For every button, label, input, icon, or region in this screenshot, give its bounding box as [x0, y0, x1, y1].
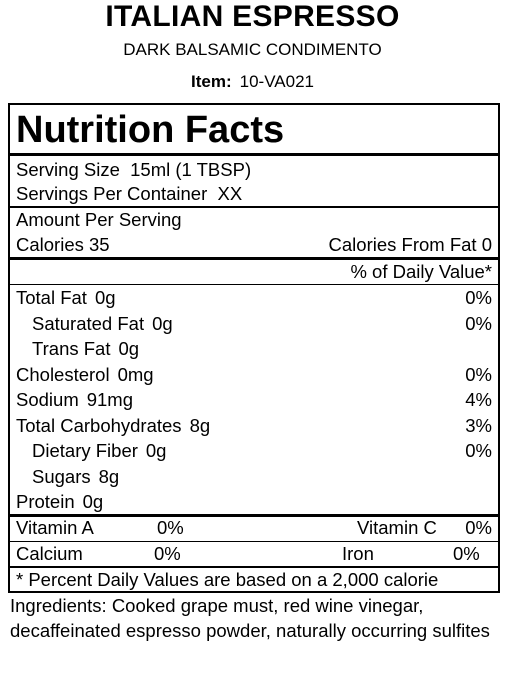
footnote: * Percent Daily Values are based on a 2,… [16, 569, 439, 590]
nutrient-dv: 4% [465, 389, 492, 410]
vitamin-dv: 0% [453, 543, 480, 564]
servings: Servings Per Container XX [16, 183, 243, 204]
nutrient-dv: 0% [465, 312, 492, 334]
vitamin-name: Vitamin C [357, 517, 437, 538]
nutrient-amount: 0g [94, 287, 116, 308]
serving-size: Serving Size 15ml (1 TBSP) [16, 159, 252, 180]
vitamin-dv: 0% [465, 517, 492, 538]
rule [10, 514, 498, 517]
item-line: Item: 10-VA021 [0, 72, 505, 92]
nutrient-amount: 0g [152, 312, 173, 334]
nutrient-name: Cholesterol [16, 363, 110, 385]
nutrient-name: Total Fat [16, 287, 87, 308]
amount-per-serving: Amount Per Serving [16, 209, 182, 230]
dv-header-row: % of Daily Value* [16, 260, 492, 284]
vitamin-row: Vitamin A 0% Vitamin C 0% [16, 516, 492, 540]
vitamin-dv: 0% [157, 517, 184, 538]
nutrient-name: Sugars [32, 465, 91, 487]
nutrient-row: Protein 0g [16, 490, 492, 514]
rule [10, 541, 498, 542]
nutrient-amount: 0g [82, 491, 104, 512]
dv-header: % of Daily Value* [350, 261, 492, 282]
nutrient-amount: 8g [98, 465, 120, 487]
nutrient-dv: 0% [465, 440, 492, 461]
nutrient-amount: 0g [145, 440, 167, 461]
vitamin-dv: 0% [154, 543, 181, 564]
calories-fat: Calories From Fat 0 [328, 234, 492, 255]
nutrient-row: Saturated Fat 0g 0% [16, 312, 492, 336]
rule [10, 206, 498, 208]
nutrient-dv: 0% [465, 287, 492, 308]
ingredients: Ingredients: Cooked grape must, red wine… [10, 595, 490, 641]
product-title: ITALIAN ESPRESSO [105, 0, 400, 33]
rule [10, 257, 498, 260]
calories-row: Calories 35 Calories From Fat 0 [16, 233, 492, 257]
nutrient-row: Total Carbohydrates 8g 3% [16, 414, 492, 438]
rule [10, 284, 498, 285]
nutrient-row: Sodium 91mg 4% [16, 388, 492, 412]
nutrient-name: Saturated Fat [32, 312, 145, 334]
nutrient-name: Protein [16, 491, 75, 512]
vitamin-name: Iron [342, 543, 374, 564]
product-subtitle: DARK BALSAMIC CONDIMENTO [123, 40, 382, 59]
nutrient-amount: 0g [118, 338, 140, 359]
nutrition-label: Nutrition Facts Serving Size 15ml (1 TBS… [8, 103, 500, 593]
nutrient-row: Dietary Fiber 0g 0% [16, 439, 492, 463]
rule [10, 566, 498, 568]
nutrient-row: Total Fat 0g 0% [16, 286, 492, 310]
page: {"header": {"title": "ITALIAN ESPRESSO",… [0, 0, 505, 641]
nutrient-amount: 0mg [117, 363, 154, 385]
nutrient-row: Trans Fat 0g [16, 337, 492, 361]
item-label: Item: [191, 72, 232, 91]
vitamin-name: Vitamin A [16, 517, 94, 538]
calories: Calories 35 [16, 234, 110, 255]
nutrient-row: Sugars 8g [16, 465, 492, 489]
nutrient-amount: 91mg [86, 389, 134, 410]
nutrient-row: Cholesterol 0mg 0% [16, 363, 492, 387]
rule [10, 153, 498, 156]
nutrient-name: Total Carbohydrates [16, 414, 182, 436]
nutrient-dv: 3% [465, 414, 492, 436]
nutrient-name: Sodium [16, 389, 79, 410]
label-title: Nutrition Facts [16, 109, 285, 151]
item-value: 10-VA021 [239, 72, 314, 91]
nutrient-name: Trans Fat [32, 338, 111, 359]
nutrient-dv: 0% [465, 363, 492, 385]
nutrient-name: Dietary Fiber [32, 440, 138, 461]
vitamin-name: Calcium [16, 543, 83, 564]
mineral-row: Calcium 0% Iron 0% [16, 542, 492, 566]
nutrient-amount: 8g [189, 414, 211, 436]
